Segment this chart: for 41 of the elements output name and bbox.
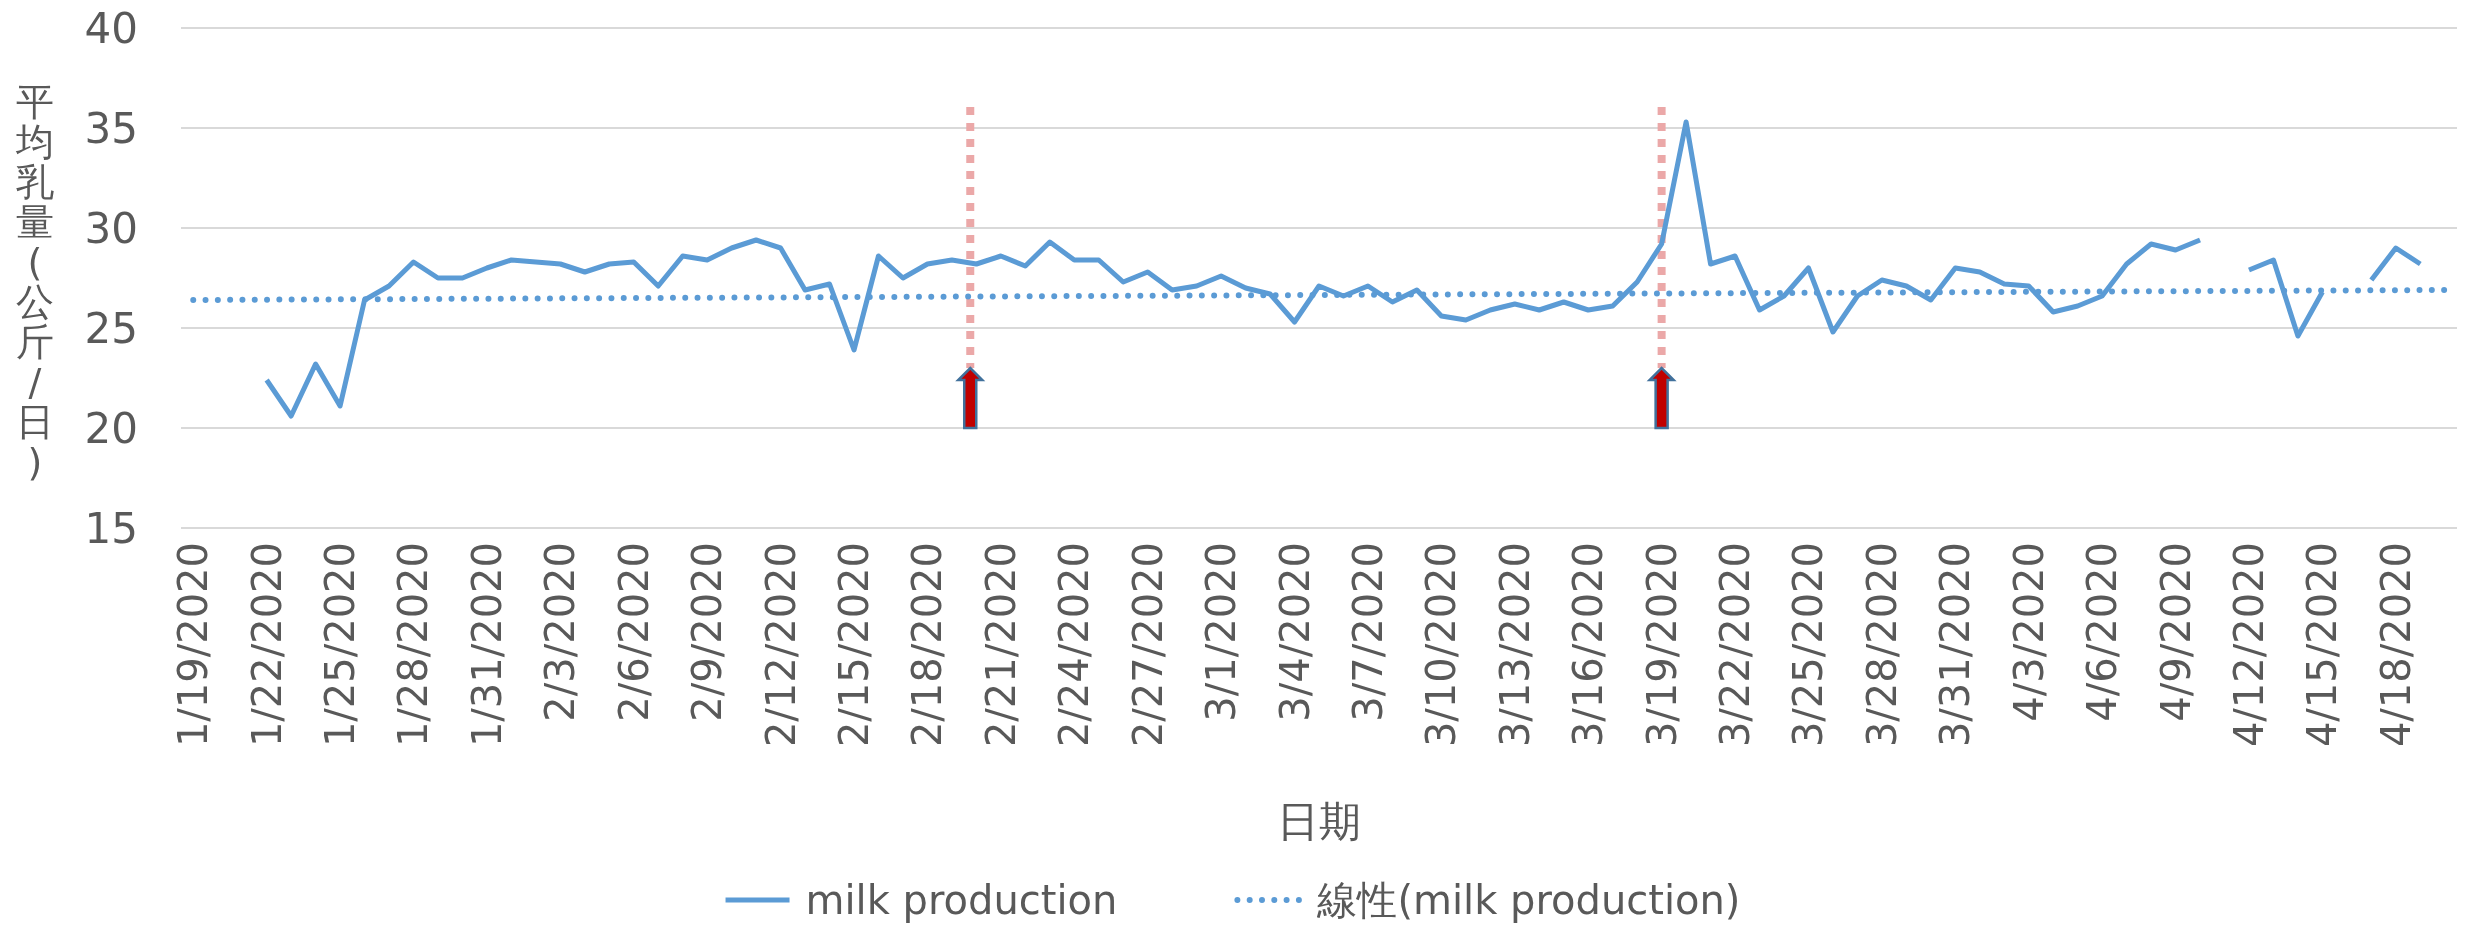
- y-tick-label: 35: [84, 104, 138, 153]
- x-tick-label: 3/16/2020: [1565, 542, 1612, 748]
- legend-label: 線性(milk production): [1316, 877, 1741, 923]
- x-tick-label: 2/6/2020: [610, 542, 657, 722]
- x-tick-label: 3/4/2020: [1271, 542, 1318, 722]
- y-tick-label: 15: [84, 504, 138, 553]
- y-tick-label: 40: [84, 4, 138, 53]
- x-tick-label: 3/10/2020: [1418, 542, 1465, 748]
- x-axis-title: 日期: [1277, 797, 1361, 846]
- x-tick-label: 3/22/2020: [1712, 542, 1759, 748]
- x-tick-label: 1/22/2020: [243, 542, 290, 748]
- x-tick-label: 2/18/2020: [904, 542, 951, 748]
- x-tick-label: 3/19/2020: [1638, 542, 1685, 748]
- y-tick-label: 25: [84, 304, 138, 353]
- x-tick-label: 1/31/2020: [463, 542, 510, 748]
- x-tick-label: 4/6/2020: [2079, 542, 2126, 722]
- x-tick-label: 3/31/2020: [1932, 542, 1979, 748]
- x-tick-label: 2/21/2020: [977, 542, 1024, 748]
- x-tick-label: 2/3/2020: [537, 542, 584, 722]
- x-tick-label: 2/12/2020: [757, 542, 804, 748]
- x-tick-label: 1/19/2020: [170, 542, 217, 748]
- x-tick-label: 4/12/2020: [2225, 542, 2272, 748]
- legend-label: milk production: [805, 877, 1118, 923]
- y-axis-title: 平均乳量(公斤/日): [16, 80, 54, 484]
- x-tick-label: 2/24/2020: [1051, 542, 1098, 748]
- x-tick-label: 2/15/2020: [831, 542, 878, 748]
- x-tick-label: 4/9/2020: [2152, 542, 2199, 722]
- x-tick-label: 4/15/2020: [2299, 542, 2346, 748]
- x-tick-label: 2/9/2020: [684, 542, 731, 722]
- y-tick-label: 30: [84, 204, 138, 253]
- x-tick-label: 3/7/2020: [1344, 542, 1391, 722]
- x-tick-label: 1/25/2020: [317, 542, 364, 748]
- y-tick-label: 20: [84, 404, 138, 453]
- x-tick-label: 3/1/2020: [1198, 542, 1245, 722]
- x-tick-label: 3/28/2020: [1858, 542, 1905, 748]
- x-tick-label: 3/25/2020: [1785, 542, 1832, 748]
- x-tick-label: 2/27/2020: [1124, 542, 1171, 748]
- x-tick-label: 4/3/2020: [2005, 542, 2052, 722]
- x-tick-label: 1/28/2020: [390, 542, 437, 748]
- x-tick-label: 3/13/2020: [1491, 542, 1538, 748]
- x-tick-label: 4/18/2020: [2372, 542, 2419, 748]
